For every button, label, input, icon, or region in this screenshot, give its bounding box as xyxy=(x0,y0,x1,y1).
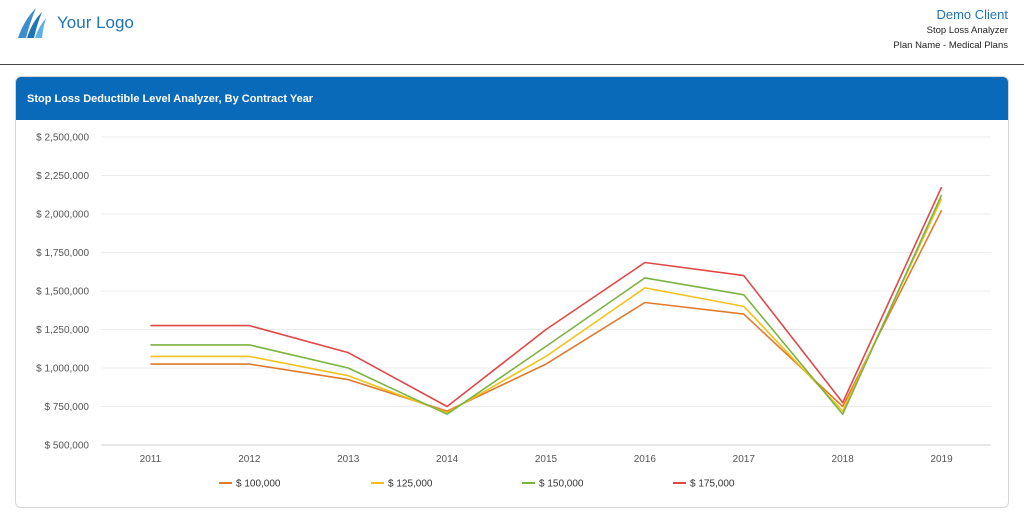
logo-text: Your Logo xyxy=(57,13,134,32)
x-tick-label: 2019 xyxy=(930,454,953,465)
legend-label: $ 125,000 xyxy=(388,479,433,490)
y-tick-label: $ 2,500,000 xyxy=(36,133,89,144)
series-line xyxy=(150,186,943,408)
legend-label: $ 100,000 xyxy=(236,479,281,490)
x-tick-label: 2011 xyxy=(140,454,162,465)
legend-label: $ 150,000 xyxy=(539,479,584,490)
x-tick-label: 2015 xyxy=(535,454,558,465)
report-subtitle: Stop Loss Analyzer xyxy=(926,25,1008,36)
y-tick-label: $ 1,500,000 xyxy=(36,287,89,298)
company-logo[interactable]: Your Logo xyxy=(16,6,134,40)
y-tick-label: $ 500,000 xyxy=(45,441,90,452)
legend-label: $ 175,000 xyxy=(690,479,735,490)
x-tick-label: 2012 xyxy=(238,454,261,465)
chart-card-header: Stop Loss Deductible Level Analyzer, By … xyxy=(16,77,1008,120)
logo-mark-icon xyxy=(18,8,46,38)
x-tick-label: 2018 xyxy=(832,454,855,465)
y-tick-label: $ 1,250,000 xyxy=(36,325,89,336)
x-tick-label: 2013 xyxy=(337,454,360,465)
chart-card: Stop Loss Deductible Level Analyzer, By … xyxy=(15,76,1009,508)
y-tick-label: $ 2,000,000 xyxy=(36,210,89,221)
x-tick-label: 2016 xyxy=(634,454,657,465)
x-tick-label: 2014 xyxy=(436,454,459,465)
client-name: Demo Client xyxy=(936,7,1008,22)
series-line xyxy=(150,198,943,414)
plan-name: Plan Name - Medical Plans xyxy=(893,40,1008,51)
y-tick-label: $ 1,000,000 xyxy=(36,364,89,375)
y-tick-label: $ 1,750,000 xyxy=(36,248,89,259)
series-line xyxy=(150,194,943,416)
line-chart: $ 500,000 $ 750,000 $ 1,000,000 $ 1,250,000… xyxy=(36,133,991,490)
y-tick-label: $ 750,000 xyxy=(45,402,90,413)
series-line xyxy=(150,209,943,412)
client-info: Demo Client Stop Loss Analyzer Plan Name… xyxy=(893,6,1008,53)
page-header: Your Logo Demo Client Stop Loss Analyzer… xyxy=(0,0,1024,65)
chart-title: Stop Loss Deductible Level Analyzer, By … xyxy=(27,92,314,105)
y-tick-label: $ 2,250,000 xyxy=(36,171,89,182)
x-tick-label: 2017 xyxy=(733,454,756,465)
